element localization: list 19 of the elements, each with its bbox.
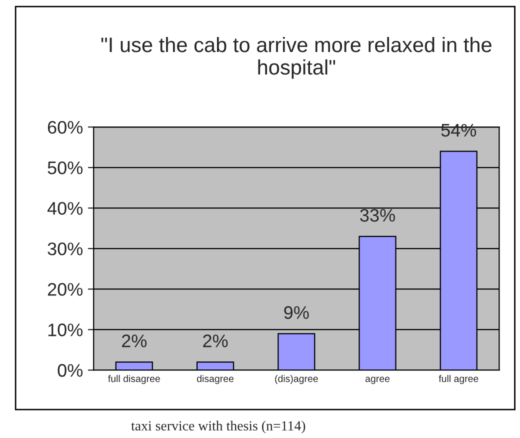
y-tick-label: 30% bbox=[48, 242, 83, 256]
y-tick-label: 20% bbox=[48, 283, 83, 296]
x-tick-label: full disagree bbox=[108, 374, 160, 384]
x-tick-label: full agree bbox=[438, 374, 478, 384]
x-tick-label: disagree bbox=[197, 374, 234, 384]
y-tick-label: 10% bbox=[48, 324, 83, 336]
data-label: 2% bbox=[203, 334, 228, 348]
y-tick-label: 50% bbox=[48, 161, 83, 174]
chart-title: "I use the cab to arrive more relaxed in the hospital" bbox=[101, 36, 492, 79]
data-label: 2% bbox=[122, 334, 147, 348]
text: taxi service with thesis (n=114) bbox=[131, 420, 306, 434]
data-label: 54% bbox=[441, 124, 476, 137]
y-tick-label: 0% bbox=[58, 364, 83, 377]
y-tick-label: 60% bbox=[48, 120, 83, 134]
x-tick-label: (dis)agree bbox=[275, 374, 318, 384]
data-label: 9% bbox=[284, 306, 309, 319]
x-tick-label: agree bbox=[366, 376, 390, 384]
y-tick-label: 40% bbox=[47, 202, 83, 215]
data-label: 33% bbox=[360, 208, 395, 222]
